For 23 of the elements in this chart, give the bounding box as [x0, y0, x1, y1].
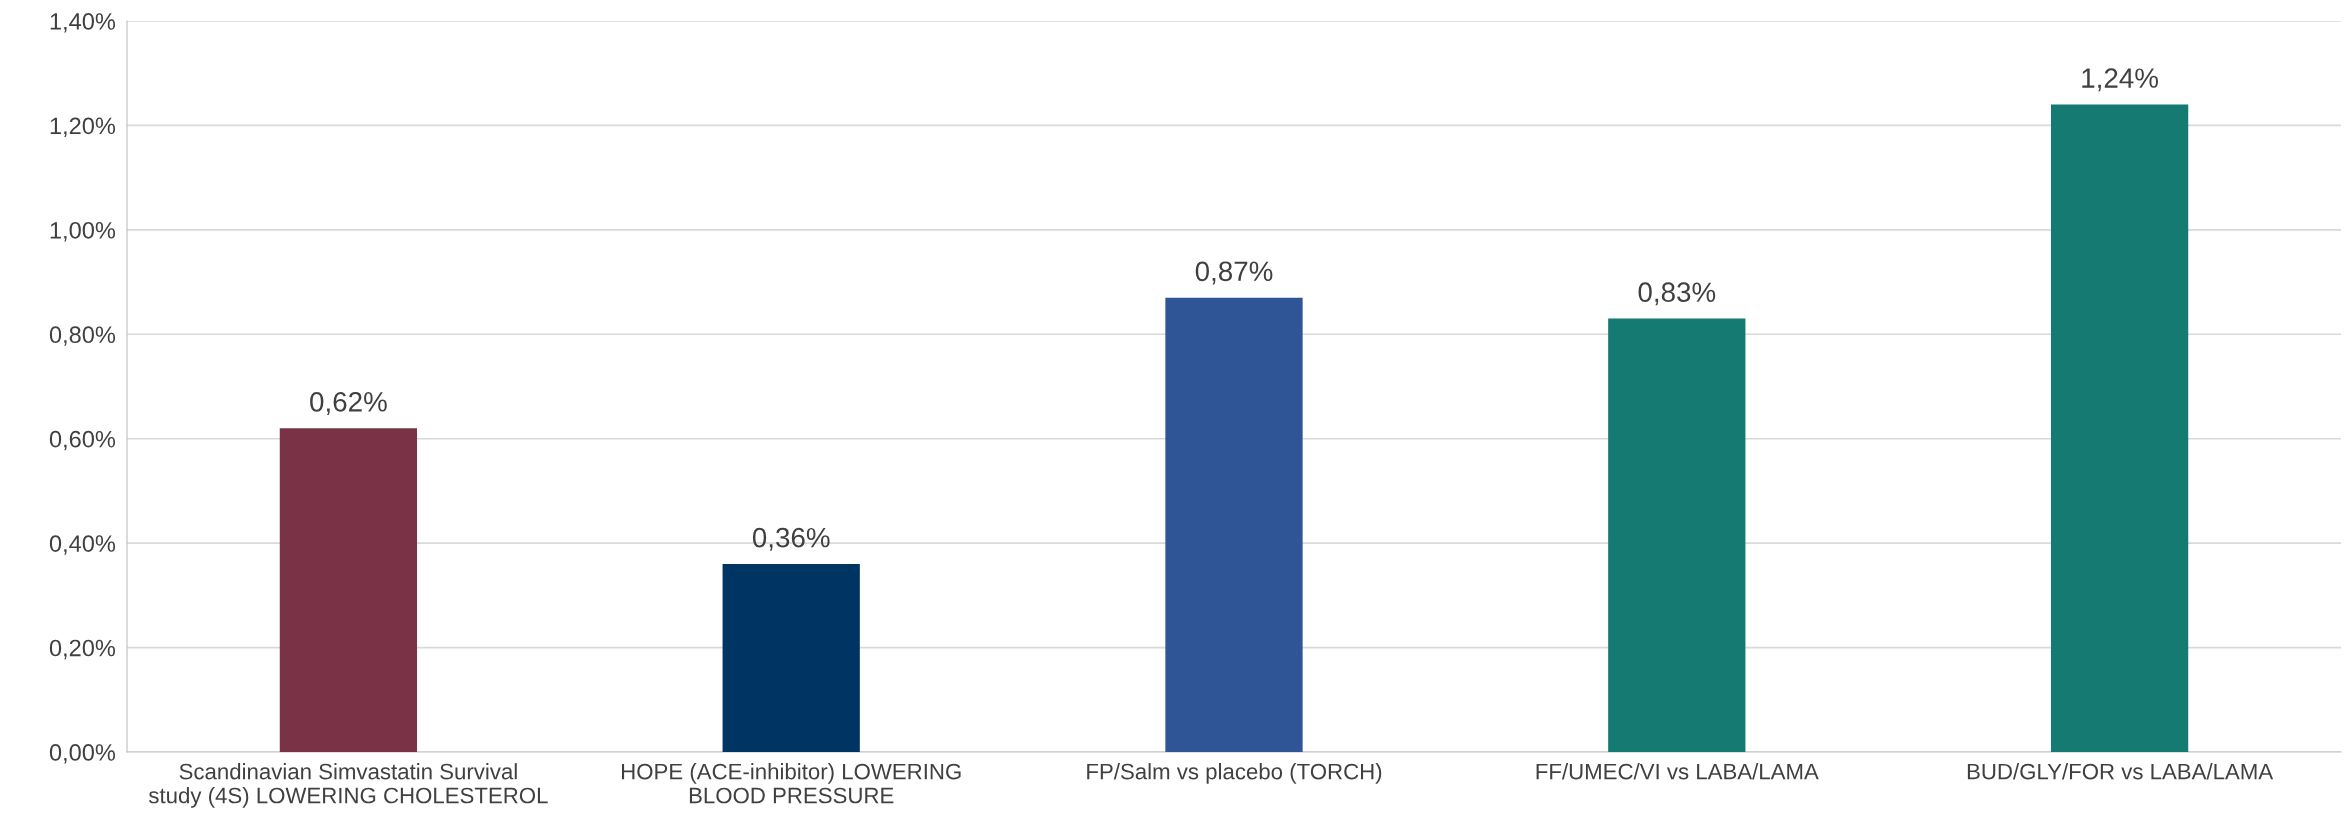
- bar: [279, 428, 418, 752]
- y-tick-label: 1,00%: [50, 221, 116, 242]
- bar: [1608, 318, 1746, 752]
- data-label: 0,36%: [752, 527, 830, 551]
- bar: [722, 564, 860, 752]
- data-label: 0,83%: [1638, 282, 1716, 306]
- y-tick-label: 0,60%: [49, 430, 116, 451]
- bar: [2050, 104, 2189, 752]
- y-tick-label: 0,00%: [49, 744, 116, 764]
- x-tick-label: BUD/GLY/FOR vs LABA/LAMA: [1967, 763, 2274, 780]
- y-tick-label: 0,40%: [49, 535, 116, 555]
- x-tick-label: FP/Salm vs placebo (TORCH): [1087, 763, 1382, 784]
- y-tick-label: 0,20%: [49, 639, 116, 660]
- y-tick-label: 1,40%: [50, 13, 116, 33]
- x-tick-label: HOPE (ACE-inhibitor) LOWERING BLOOD PRESSURE: [622, 763, 961, 804]
- data-label: 1,24%: [2082, 68, 2158, 92]
- data-label: 0,62%: [310, 392, 387, 415]
- data-label: 0,87%: [1195, 261, 1273, 285]
- x-tick-label: Scandinavian Simvastatin Survival study (4S) LOWERING CHOLESTEROL: [148, 763, 548, 808]
- x-tick-label: FF/UMEC/VI vs LABA/LAMA: [1536, 763, 1819, 780]
- y-tick-label: 1,20%: [50, 117, 116, 138]
- y-tick-label: 0,80%: [49, 326, 116, 346]
- bar: [1165, 297, 1303, 752]
